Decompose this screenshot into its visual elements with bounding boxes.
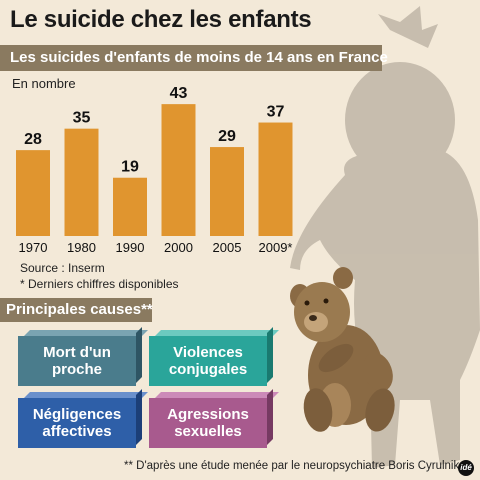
causes-heading: Principales causes** — [6, 301, 153, 318]
bar-2009 — [258, 122, 293, 236]
data-label: 35 — [73, 110, 91, 127]
cause-label: Mort d'un proche — [43, 344, 111, 378]
cause-box-emotional-neglect: Négligences affectives — [18, 398, 136, 448]
chart-subtitle: Les suicides d'enfants de moins de 14 an… — [10, 49, 388, 66]
bar-1990 — [113, 177, 147, 236]
data-label: 28 — [24, 131, 42, 148]
bar-2005 — [210, 147, 244, 236]
data-label: 29 — [218, 128, 236, 145]
cause-box-domestic-violence: Violences conjugales — [149, 336, 267, 386]
cause-box-death-of-relative: Mort d'un proche — [18, 336, 136, 386]
footnote-latest-data: * Derniers chiffres disponibles — [20, 277, 179, 291]
teddy-bear — [290, 267, 395, 432]
x-tick-label: 1990 — [116, 240, 145, 255]
unit-label: En nombre — [12, 76, 76, 91]
x-tick-label: 2009* — [259, 240, 293, 255]
footnote-study: ** D'après une étude menée par le neurop… — [124, 460, 460, 472]
data-label: 37 — [267, 104, 285, 121]
cause-label: Violences conjugales — [168, 344, 248, 378]
x-tick-label: 1970 — [19, 240, 48, 255]
bar-1980 — [64, 128, 99, 236]
causes-heading-bar: Principales causes** — [0, 298, 153, 322]
bar-1970 — [16, 150, 50, 236]
data-label: 19 — [121, 159, 139, 176]
child-shadow-silhouette — [290, 6, 480, 468]
x-tick-label: 2005 — [213, 240, 242, 255]
data-label: 43 — [170, 85, 188, 102]
cause-box-sexual-abuse: Agressions sexuelles — [149, 398, 267, 448]
publisher-logo: idé — [458, 460, 474, 476]
cause-label: Négligences affectives — [32, 406, 122, 440]
x-tick-label: 1980 — [67, 240, 96, 255]
source-note: Source : Inserm — [20, 261, 105, 275]
cause-label: Agressions sexuelles — [167, 406, 249, 440]
chart-subtitle-bar: Les suicides d'enfants de moins de 14 an… — [0, 45, 388, 71]
page-title: Le suicide chez les enfants — [10, 6, 312, 33]
bar-2000 — [161, 104, 196, 236]
x-tick-label: 2000 — [164, 240, 193, 255]
